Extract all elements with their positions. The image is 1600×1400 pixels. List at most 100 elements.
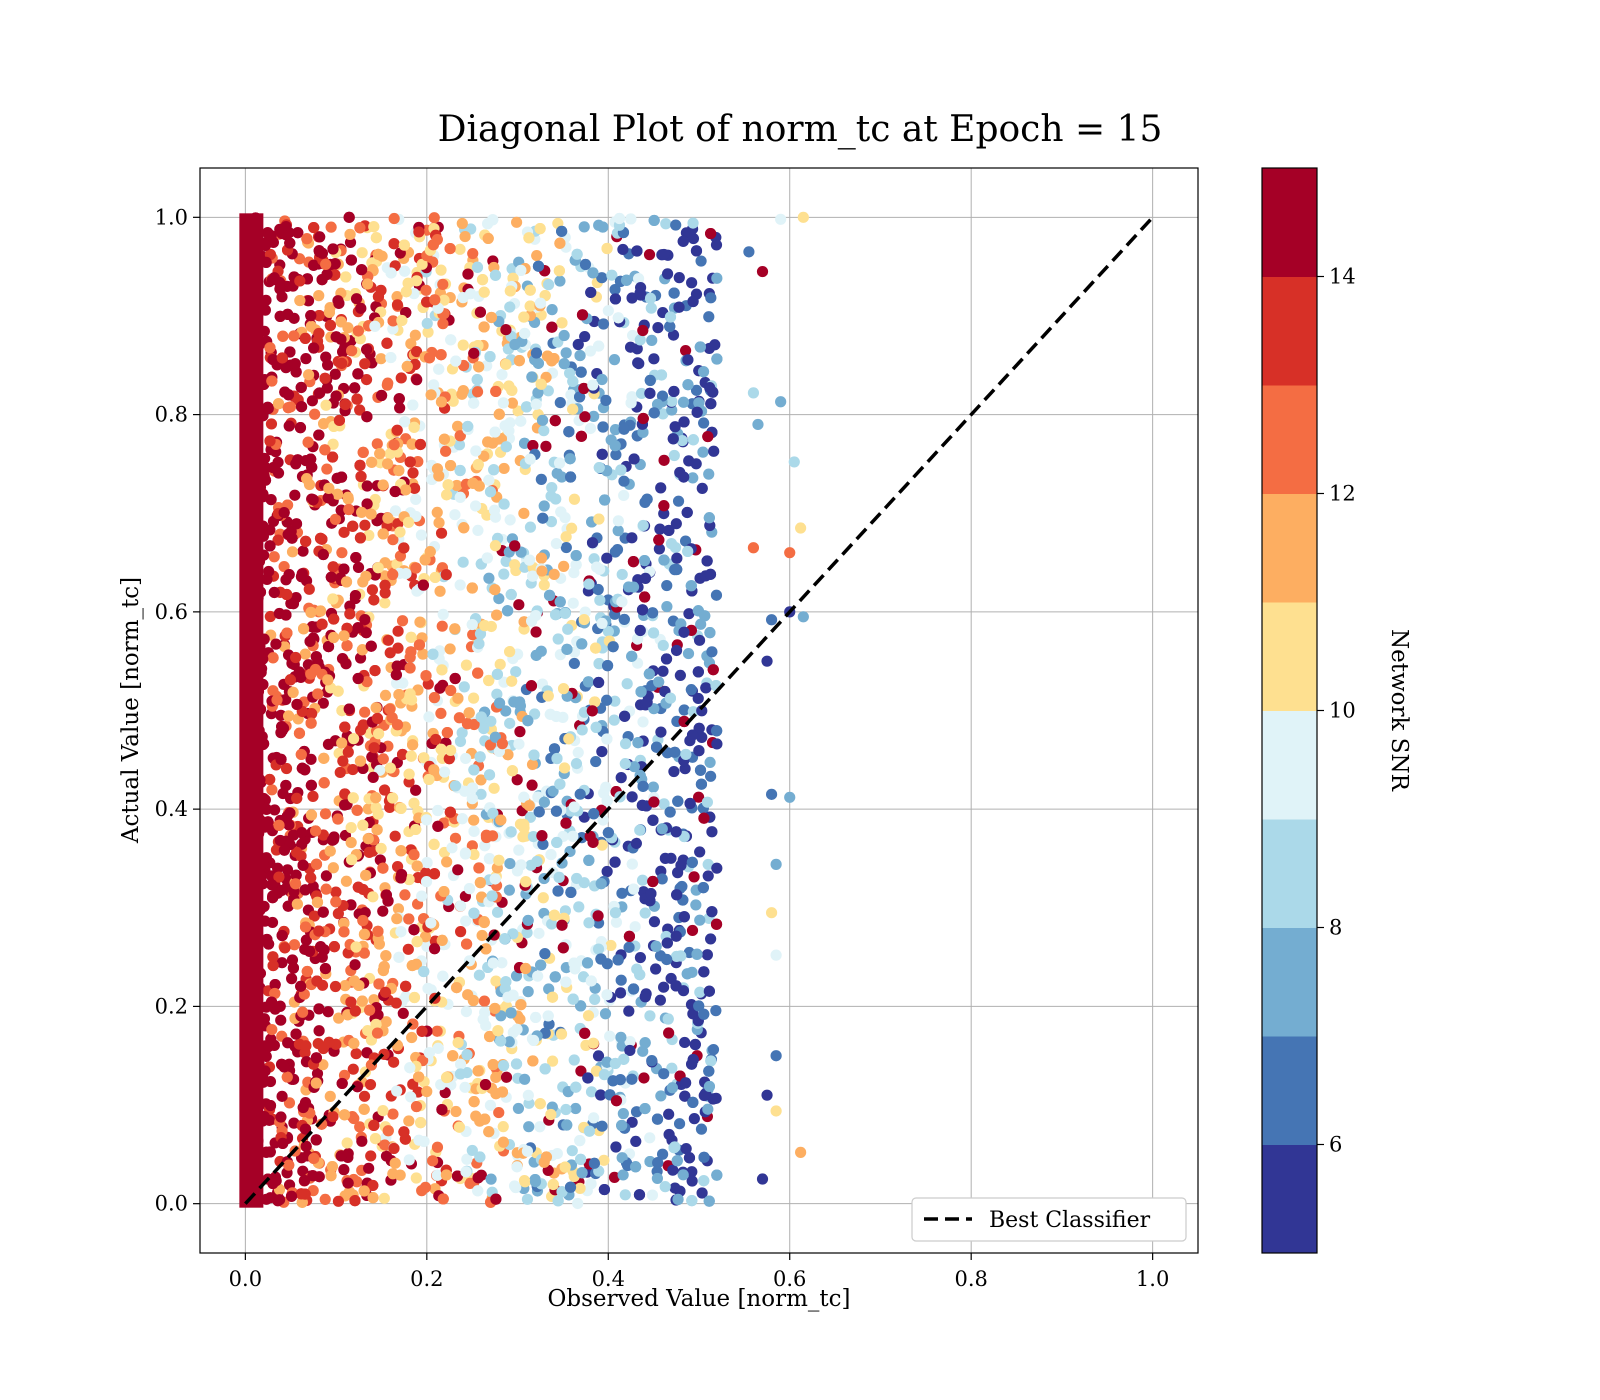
legend-box (911, 1197, 1187, 1242)
point (351, 1081, 364, 1093)
point (355, 470, 367, 483)
point (634, 287, 646, 299)
point (287, 962, 300, 974)
point (489, 426, 501, 438)
point (639, 572, 652, 584)
point (527, 830, 539, 843)
point (555, 506, 567, 518)
point (652, 322, 664, 334)
point (625, 213, 637, 225)
point (597, 318, 610, 330)
scatter-point (747, 387, 760, 399)
point (283, 1097, 296, 1109)
point (305, 668, 317, 680)
point (634, 824, 646, 836)
point (449, 832, 462, 844)
point (347, 792, 359, 804)
point (567, 993, 579, 1005)
point (466, 782, 479, 794)
point (697, 366, 710, 378)
point (509, 338, 521, 351)
point (339, 980, 351, 992)
point (637, 1045, 649, 1057)
point (270, 1175, 282, 1187)
point (296, 838, 308, 850)
point (505, 588, 517, 601)
point (356, 264, 368, 276)
point (428, 868, 441, 880)
point (600, 781, 612, 793)
point (653, 543, 665, 555)
point (678, 704, 690, 716)
point (592, 943, 605, 955)
point (521, 1193, 534, 1205)
point (313, 925, 325, 937)
point (340, 875, 353, 887)
point (404, 662, 416, 674)
point (405, 631, 417, 643)
point (637, 519, 649, 532)
point (399, 889, 411, 901)
point (619, 710, 631, 722)
point (437, 970, 449, 982)
point (468, 1096, 480, 1108)
point (609, 695, 621, 707)
y-axis-label: Actual Value [norm_tc] (118, 577, 144, 844)
point (413, 1071, 425, 1083)
point (272, 398, 285, 410)
point (345, 836, 357, 849)
point (634, 969, 646, 981)
point (647, 875, 659, 888)
point (687, 217, 699, 229)
point (388, 439, 400, 451)
point (428, 764, 440, 776)
point (303, 945, 316, 957)
point (636, 604, 649, 616)
point (320, 351, 332, 363)
point (667, 329, 680, 341)
point (277, 330, 289, 342)
point (338, 1109, 351, 1121)
point (682, 647, 695, 660)
point (694, 341, 706, 353)
point (283, 819, 295, 831)
colorbar-tick-label: 6 (1329, 1133, 1342, 1157)
point (431, 506, 443, 519)
point (470, 445, 482, 457)
point (364, 1004, 376, 1016)
point (597, 814, 609, 826)
point (391, 291, 403, 303)
point (651, 1113, 664, 1125)
point (420, 867, 432, 879)
point (538, 425, 550, 437)
point (454, 579, 466, 591)
point (377, 905, 389, 917)
point (557, 942, 569, 954)
x-axis-ticks: 0.0 0.2 0.4 0.6 0.8 1.0 (229, 1253, 1169, 1291)
point (329, 980, 342, 993)
point (294, 275, 306, 287)
scatter-point (784, 547, 796, 559)
point (671, 563, 683, 576)
point (291, 898, 303, 910)
point (387, 315, 399, 327)
point (294, 294, 306, 307)
point (609, 424, 622, 436)
point (615, 987, 627, 999)
point (683, 608, 695, 620)
point (291, 792, 303, 804)
point (428, 838, 440, 850)
point (423, 1047, 435, 1059)
point (641, 493, 653, 505)
point (531, 855, 543, 868)
point (624, 1044, 636, 1057)
point (644, 1010, 656, 1022)
point (449, 509, 461, 521)
point (487, 957, 499, 969)
point (359, 358, 371, 370)
point (373, 978, 385, 990)
scatter-point (788, 456, 800, 468)
point (482, 436, 494, 448)
point (665, 538, 678, 550)
point (266, 879, 278, 891)
